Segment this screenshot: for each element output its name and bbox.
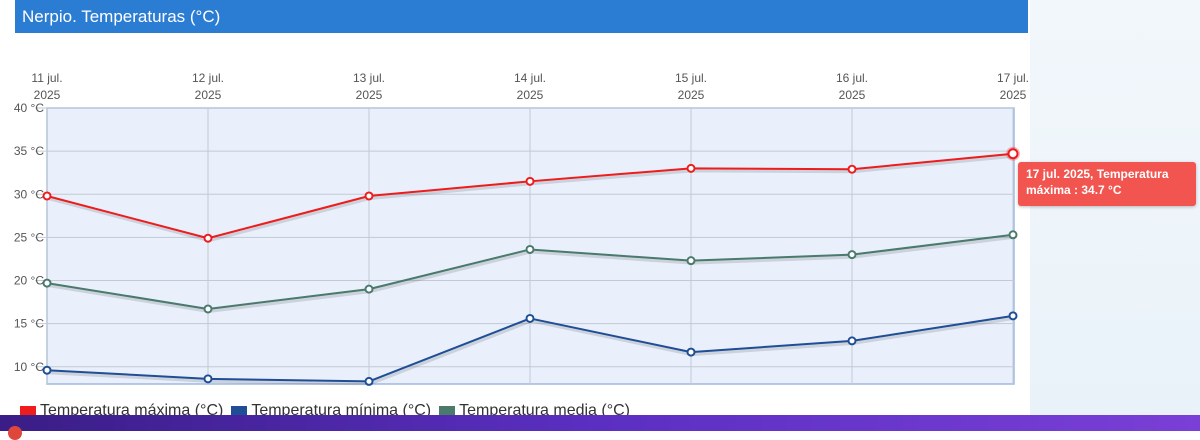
data-point bbox=[1008, 311, 1018, 321]
y-tick-label: 20 °C bbox=[14, 274, 44, 288]
legend-item[interactable]: Temperatura máxima (°C) bbox=[20, 402, 223, 420]
data-point bbox=[42, 191, 52, 201]
legend-item[interactable]: Temperatura media (°C) bbox=[439, 402, 630, 420]
series-lines bbox=[42, 146, 1020, 386]
chart-title: Nerpio. Temperaturas (°C) bbox=[15, 0, 1028, 33]
data-point bbox=[203, 233, 213, 243]
legend-label: Temperatura media (°C) bbox=[459, 402, 631, 419]
legend-item[interactable]: Temperatura mínima (°C) bbox=[231, 402, 431, 420]
legend-swatch bbox=[439, 406, 456, 416]
y-tick-label: 35 °C bbox=[14, 144, 44, 158]
x-axis-labels: 11 jul. 2025 12 jul. 2025 13 jul. 2025 14 jul.… bbox=[31, 71, 1029, 102]
data-point bbox=[686, 256, 696, 266]
data-point bbox=[364, 191, 374, 201]
y-tick-label: 30 °C bbox=[14, 187, 44, 201]
legend-swatch bbox=[20, 406, 36, 416]
data-point bbox=[203, 374, 213, 384]
data-point bbox=[525, 176, 535, 186]
data-point bbox=[42, 278, 52, 288]
data-point bbox=[42, 365, 52, 375]
bottom-dot bbox=[8, 426, 22, 440]
data-point bbox=[686, 163, 696, 173]
temperature-chart: 11 jul. 2025 12 jul. 2025 13 jul. 2025 14 jul.… bbox=[14, 71, 1029, 386]
legend-swatch bbox=[231, 406, 248, 416]
x-tick-label: 12 jul. 2025 bbox=[192, 71, 224, 102]
data-point bbox=[847, 164, 857, 174]
x-tick-label: 16 jul. 2025 bbox=[836, 71, 868, 102]
y-tick-label: 15 °C bbox=[14, 317, 44, 331]
data-point bbox=[525, 244, 535, 254]
data-point bbox=[364, 376, 374, 386]
data-point bbox=[686, 347, 696, 357]
x-tick-label: 17 jul. 2025 bbox=[997, 71, 1029, 102]
decorative-background bbox=[1030, 0, 1200, 431]
data-point bbox=[847, 250, 857, 260]
tooltip-line-1: 17 jul. 2025, Temperatura bbox=[1026, 167, 1169, 181]
data-point bbox=[1007, 148, 1019, 160]
y-tick-label: 10 °C bbox=[14, 360, 44, 374]
data-tooltip: 17 jul. 2025, Temperatura máxima : 34.7 … bbox=[1018, 162, 1196, 206]
x-tick-label: 15 jul. 2025 bbox=[675, 71, 707, 102]
legend: Temperatura máxima (°C) Temperatura mínim… bbox=[20, 402, 638, 422]
data-point bbox=[203, 304, 213, 314]
y-tick-label: 40 °C bbox=[14, 101, 44, 115]
data-point bbox=[1008, 230, 1018, 240]
grid bbox=[35, 107, 1014, 384]
data-point bbox=[364, 284, 374, 294]
x-tick-label: 13 jul. 2025 bbox=[353, 71, 385, 102]
data-point bbox=[525, 313, 535, 323]
tooltip-line-2: máxima : 34.7 °C bbox=[1026, 183, 1122, 197]
y-tick-label: 25 °C bbox=[14, 230, 44, 244]
x-tick-label: 14 jul. 2025 bbox=[514, 71, 546, 102]
data-point bbox=[847, 336, 857, 346]
legend-label: Temperatura máxima (°C) bbox=[40, 402, 224, 419]
x-tick-label: 11 jul. 2025 bbox=[31, 71, 62, 102]
bottom-bar bbox=[0, 415, 1200, 431]
y-axis-labels: 40 °C 35 °C 30 °C 25 °C 20 °C 15 °C 10 °C bbox=[14, 101, 44, 374]
legend-label: Temperatura mínima (°C) bbox=[251, 402, 432, 419]
